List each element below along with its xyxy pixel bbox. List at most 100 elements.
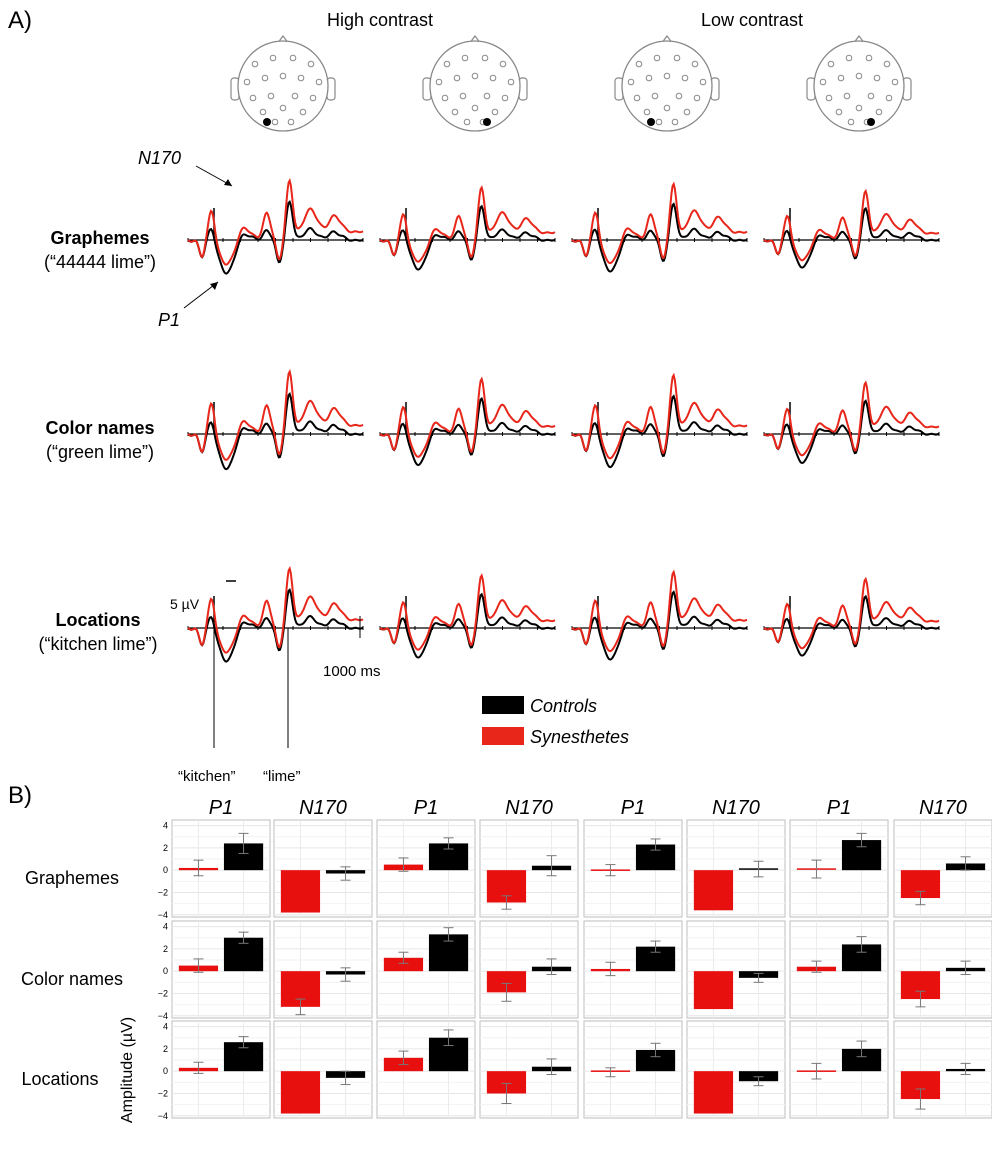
bar-cell <box>171 920 271 1019</box>
active-electrode <box>867 118 875 126</box>
bar-cell <box>273 1020 373 1119</box>
scale-amplitude-label: 5 µV <box>170 596 200 612</box>
word2-label: “lime” <box>263 768 301 785</box>
row-example-graphemes: (“44444 lime”) <box>44 252 156 272</box>
p1-annotation: P1 <box>158 310 180 330</box>
erp-plot <box>187 565 364 663</box>
erp-line-synesthetes <box>187 177 364 266</box>
erp-line-synesthetes <box>763 380 940 457</box>
legend-swatch-controls <box>482 696 524 714</box>
component-header: P1 <box>827 797 851 819</box>
row-example-locations: (“kitchen lime”) <box>38 634 157 654</box>
bar-row-label-graphemes: Graphemes <box>25 868 119 888</box>
bar-synesthetes <box>486 1071 527 1094</box>
erp-line-synesthetes <box>187 368 364 461</box>
legend-swatch-synesthetes <box>482 727 524 745</box>
bar-cell <box>273 819 373 918</box>
erp-line-synesthetes <box>379 376 556 458</box>
panel-b-label: B) <box>8 782 32 809</box>
erp-plot <box>763 380 940 465</box>
scale-time-label: 1000 ms <box>323 663 381 680</box>
bar-cell <box>376 920 476 1019</box>
y-tick-label: 4 <box>163 922 168 932</box>
bar-synesthetes <box>693 1071 734 1114</box>
head-map <box>230 35 336 132</box>
component-header: P1 <box>414 797 438 819</box>
col-header-low-contrast: Low contrast <box>701 10 803 30</box>
bar-cell <box>583 819 683 918</box>
y-tick-label: −4 <box>158 910 168 920</box>
erp-plot <box>187 368 364 471</box>
erp-plot <box>187 177 364 275</box>
y-tick-label: −2 <box>158 887 168 897</box>
y-tick-label: 0 <box>163 966 168 976</box>
erp-line-synesthetes <box>379 573 556 651</box>
erp-line-synesthetes <box>187 565 364 654</box>
component-header: P1 <box>621 797 645 819</box>
erp-plot <box>763 188 940 269</box>
erp-line-synesthetes <box>379 185 556 263</box>
bar-synesthetes <box>693 971 734 1010</box>
active-electrode <box>483 118 491 126</box>
bar-cell <box>789 819 889 918</box>
row-title-locations: Locations <box>55 610 140 630</box>
active-electrode <box>263 118 271 126</box>
y-tick-label: 4 <box>163 1022 168 1032</box>
bar-cell <box>171 819 271 918</box>
legend-label-synesthetes: Synesthetes <box>530 727 629 747</box>
bar-cell <box>376 1020 476 1119</box>
bar-synesthetes <box>383 957 424 972</box>
component-header: N170 <box>919 797 967 819</box>
bar-cell <box>583 1020 683 1119</box>
erp-plot <box>763 576 940 657</box>
bar-cell <box>273 920 373 1019</box>
bar-cell <box>479 1020 579 1119</box>
erp-plot <box>379 376 556 467</box>
legend-label-controls: Controls <box>530 696 597 716</box>
bar-controls <box>738 1071 779 1082</box>
bar-cell <box>479 819 579 918</box>
bar-controls <box>635 1049 676 1072</box>
bar-cell <box>893 819 992 918</box>
p1-arrowhead <box>210 282 218 290</box>
row-example-color-names: (“green lime”) <box>46 442 154 462</box>
y-tick-label: −4 <box>158 1011 168 1021</box>
active-electrode <box>647 118 655 126</box>
y-tick-label: 0 <box>163 1066 168 1076</box>
component-header: N170 <box>299 797 347 819</box>
bar-synesthetes <box>693 870 734 911</box>
y-axis-label: Amplitude (µV) <box>119 1017 136 1123</box>
erp-line-synesthetes <box>571 372 748 460</box>
erp-line-synesthetes <box>571 569 748 653</box>
bar-synesthetes <box>486 971 527 993</box>
y-tick-label: 4 <box>163 821 168 831</box>
bar-controls <box>841 1048 882 1072</box>
row-title-graphemes: Graphemes <box>50 228 149 248</box>
component-header: N170 <box>505 797 553 819</box>
bar-synesthetes <box>280 1071 321 1114</box>
bar-cell <box>686 920 786 1019</box>
row-title-color-names: Color names <box>45 418 154 438</box>
bar-row-label-color-names: Color names <box>21 969 123 989</box>
y-tick-label: 2 <box>163 843 168 853</box>
component-header: P1 <box>209 797 233 819</box>
erp-line-synesthetes <box>763 188 940 262</box>
y-tick-label: −4 <box>158 1111 168 1121</box>
component-headers: P1 N170 P1 N170 P1 N170 P1 N170 <box>209 797 967 819</box>
bar-synesthetes <box>280 870 321 913</box>
bar-cell <box>893 920 992 1019</box>
erp-line-synesthetes <box>763 576 940 650</box>
head-map <box>422 35 528 132</box>
head-map <box>806 35 912 132</box>
erp-plot <box>571 181 748 273</box>
bar-cell <box>686 1020 786 1119</box>
bar-cell <box>171 1020 271 1119</box>
col-header-high-contrast: High contrast <box>327 10 433 30</box>
panel-a-label: A) <box>8 7 32 34</box>
bar-row-label-locations: Locations <box>21 1069 98 1089</box>
word1-label: “kitchen” <box>178 768 236 785</box>
bar-cell <box>583 920 683 1019</box>
y-tick-label: 2 <box>163 944 168 954</box>
